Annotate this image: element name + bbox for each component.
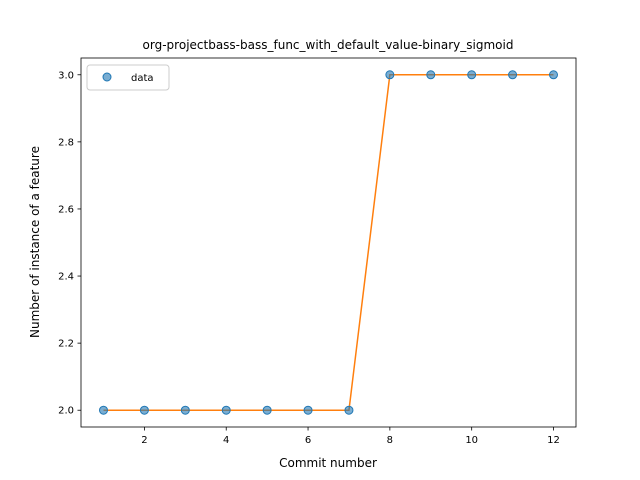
data-point — [263, 406, 271, 414]
x-tick-label: 12 — [547, 435, 560, 446]
y-tick-label: 2.4 — [58, 272, 74, 283]
data-point — [100, 406, 108, 414]
x-tick-label: 2 — [141, 435, 147, 446]
legend: data — [87, 65, 169, 90]
y-tick-label: 2.6 — [58, 204, 74, 215]
legend-marker — [103, 73, 111, 81]
data-point — [427, 71, 435, 79]
legend-label: data — [131, 73, 154, 84]
data-point — [386, 71, 394, 79]
data-point — [181, 406, 189, 414]
data-point — [468, 71, 476, 79]
y-tick-label: 2.8 — [58, 137, 74, 148]
x-tick-label: 4 — [223, 435, 229, 446]
y-axis-title: Number of instance of a feature — [28, 146, 42, 338]
x-axis-title: Commit number — [279, 456, 377, 470]
x-tick-label: 10 — [465, 435, 478, 446]
data-point — [222, 406, 230, 414]
y-tick-label: 2.2 — [58, 339, 74, 350]
data-point — [140, 406, 148, 414]
x-tick-label: 8 — [387, 435, 393, 446]
y-tick-label: 2.0 — [58, 406, 74, 417]
chart-title: org-projectbass-bass_func_with_default_v… — [143, 38, 514, 52]
y-tick-label: 3.0 — [58, 70, 74, 81]
data-point — [304, 406, 312, 414]
legend-frame — [87, 65, 169, 90]
data-point — [509, 71, 517, 79]
data-point — [550, 71, 558, 79]
x-tick-label: 6 — [305, 435, 311, 446]
data-point — [345, 406, 353, 414]
